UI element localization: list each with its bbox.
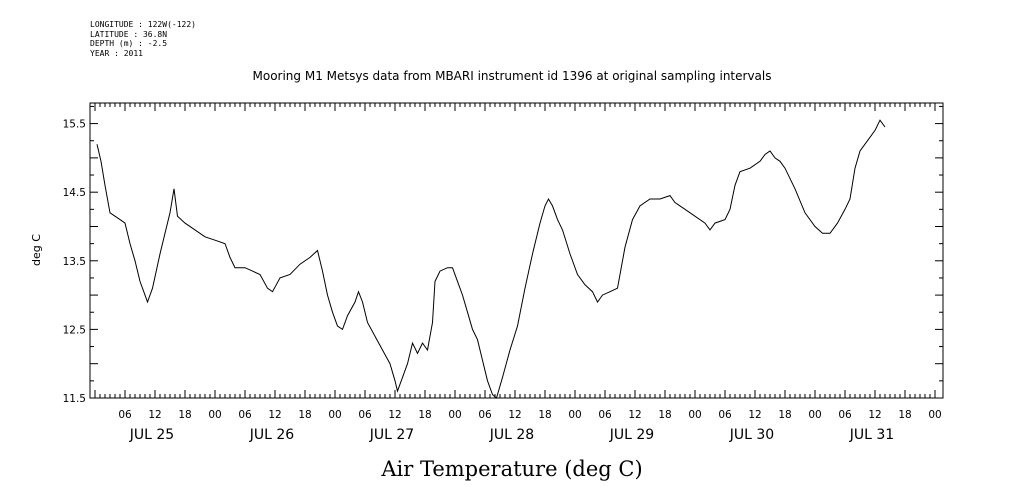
latitude-label: LATITUDE : 36.8N xyxy=(90,29,168,39)
plot-frame xyxy=(89,102,944,399)
x-hour-tick-label: 06 xyxy=(358,409,372,421)
x-date-label: JUL 27 xyxy=(369,427,414,443)
year-label: YEAR : 2011 xyxy=(90,48,143,58)
x-hour-tick-label: 18 xyxy=(778,409,791,421)
x-date-label: JUL 28 xyxy=(489,427,534,443)
longitude-label: LONGITUDE : 122W(-122) xyxy=(90,20,196,29)
metadata-block: LONGITUDE : 122W(-122) LATITUDE : 36.8N … xyxy=(90,20,196,58)
x-hour-tick-label: 00 xyxy=(688,409,701,421)
y-axis-label: deg C xyxy=(30,234,43,266)
x-hour-tick-label: 12 xyxy=(148,409,161,421)
x-hour-tick-label: 12 xyxy=(628,409,641,421)
x-hour-tick-label: 12 xyxy=(268,409,281,421)
x-hour-tick-label: 06 xyxy=(598,409,612,421)
x-date-label: JUL 25 xyxy=(129,427,174,443)
axis-ticks xyxy=(90,103,943,399)
depth-label: DEPTH (m) : -2.5 xyxy=(90,39,168,48)
x-hour-tick-label: 18 xyxy=(898,409,911,421)
axis-labels: 06 12 18 00 06 12 18 00 06 12 18 00 06 12 18 00 06 12 18 00… xyxy=(63,119,942,443)
x-hour-tick-label: 06 xyxy=(478,409,492,421)
x-hour-tick-label: 00 xyxy=(448,409,461,421)
x-hour-tick-label: 18 xyxy=(538,409,551,421)
x-hour-tick-label: 06 xyxy=(238,409,252,421)
x-axis-label: Air Temperature (deg C) xyxy=(380,457,642,481)
y-tick-label: 14.5 xyxy=(63,187,86,199)
y-tick-label: 15.5 xyxy=(63,119,86,131)
x-date-label: JUL 26 xyxy=(249,427,295,443)
chart-title: Mooring M1 Metsys data from MBARI instru… xyxy=(253,69,772,83)
x-hour-tick-label: 12 xyxy=(388,409,401,421)
x-date-label: JUL 31 xyxy=(849,427,894,443)
y-tick-label: 12.5 xyxy=(63,324,86,336)
x-hour-tick-label: 00 xyxy=(208,409,221,421)
y-tick-label: 11.5 xyxy=(63,393,86,405)
x-hour-tick-label: 12 xyxy=(508,409,521,421)
x-hour-tick-label: 00 xyxy=(568,409,581,421)
x-hour-tick-label: 12 xyxy=(748,409,761,421)
x-hour-tick-label: 00 xyxy=(808,409,821,421)
x-date-label: JUL 30 xyxy=(729,427,774,443)
x-hour-tick-label: 12 xyxy=(868,409,881,421)
y-tick-label: 13.5 xyxy=(63,256,86,268)
x-date-label: JUL 29 xyxy=(609,427,654,443)
x-hour-tick-label: 06 xyxy=(838,409,852,421)
x-hour-tick-label: 18 xyxy=(658,409,671,421)
x-hour-tick-label: 18 xyxy=(178,409,191,421)
x-hour-tick-label: 00 xyxy=(928,409,941,421)
x-hour-tick-label: 18 xyxy=(418,409,431,421)
x-hour-tick-label: 06 xyxy=(118,409,132,421)
x-hour-tick-label: 00 xyxy=(328,409,341,421)
x-hour-tick-label: 18 xyxy=(298,409,311,421)
x-hour-tick-label: 06 xyxy=(718,409,732,421)
series-line xyxy=(96,119,886,399)
